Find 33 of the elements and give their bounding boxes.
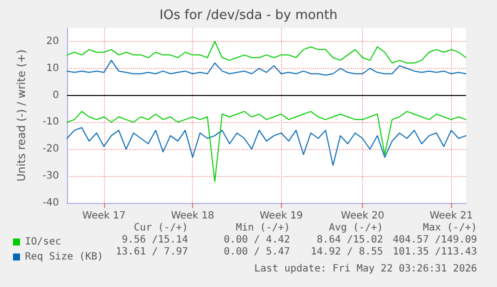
text: Avg (-/+) (328, 222, 384, 234)
y-axis-title: Units read (-) / write (+) (15, 49, 28, 182)
x-tick-label: Week 21 (430, 210, 473, 222)
text: Max (-/+) (422, 222, 478, 234)
text: 8.64 /15.02 (316, 234, 384, 246)
text: Last update: Fri May 22 03:26:31 2026 (254, 264, 478, 274)
text: 13.61 / 7.97 (116, 246, 188, 258)
line-series (66, 110, 466, 182)
text: 404.57 /149.09 (392, 234, 478, 246)
x-tick-label: Week 17 (82, 210, 126, 222)
y-tick-label: 10 (46, 62, 59, 74)
line-series (66, 40, 466, 64)
text: Cur (-/+) (134, 222, 188, 234)
legend-label: IO/sec (25, 236, 62, 248)
x-tick-label: Week 18 (170, 210, 214, 222)
text: 101.35 /113.43 (392, 246, 478, 258)
chart-title: IOs for /dev/sda - by month (160, 8, 338, 23)
text: 9.56 /15.14 (122, 234, 188, 246)
text: 0.00 / 5.47 (224, 246, 290, 258)
line-series (66, 60, 466, 76)
y-tick-label: -30 (42, 170, 59, 182)
x-tick-label: Week 20 (340, 210, 384, 222)
y-tick-label: 20 (46, 36, 59, 47)
text: 14.92 / 8.55 (310, 246, 384, 258)
y-tick-label: 0 (52, 90, 59, 101)
y-tick-label: -20 (42, 144, 59, 155)
text: 0.00 / 4.42 (224, 234, 290, 246)
text: Min (-/+) (236, 222, 290, 234)
x-tick-label: Week 19 (260, 210, 303, 222)
y-tick-label: -40 (42, 198, 59, 208)
line-series (66, 127, 466, 166)
y-tick-label: -10 (42, 116, 59, 128)
legend-label: Req Size (KB) (25, 252, 104, 262)
